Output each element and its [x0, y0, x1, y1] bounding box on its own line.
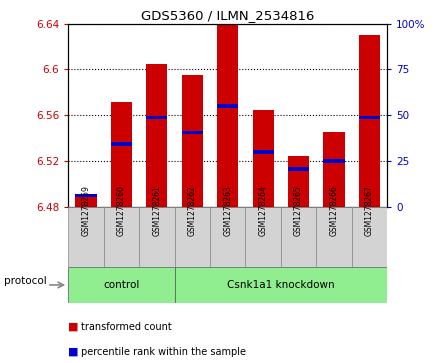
Bar	[75, 194, 96, 197]
Bar	[246, 207, 281, 267]
Bar	[111, 142, 132, 146]
Bar	[68, 207, 104, 267]
Text: GSM1278264: GSM1278264	[259, 185, 268, 236]
Text: GSM1278260: GSM1278260	[117, 185, 126, 236]
Title: GDS5360 / ILMN_2534816: GDS5360 / ILMN_2534816	[141, 9, 315, 23]
Bar	[253, 150, 274, 154]
Bar	[210, 207, 246, 267]
Text: percentile rank within the sample: percentile rank within the sample	[81, 347, 246, 357]
Bar	[253, 110, 274, 207]
Text: ■: ■	[68, 347, 82, 357]
Bar	[111, 102, 132, 207]
Bar	[323, 132, 345, 207]
Bar	[359, 35, 380, 207]
Text: transformed count: transformed count	[81, 322, 172, 332]
Bar	[281, 207, 316, 267]
Bar	[146, 116, 168, 119]
Text: GSM1278267: GSM1278267	[365, 185, 374, 236]
Text: GSM1278261: GSM1278261	[152, 185, 161, 236]
Bar	[217, 24, 238, 207]
Text: Csnk1a1 knockdown: Csnk1a1 knockdown	[227, 280, 335, 290]
Bar	[75, 195, 96, 207]
Text: control: control	[103, 280, 139, 290]
Bar	[146, 64, 168, 207]
Bar	[316, 207, 352, 267]
Bar	[182, 75, 203, 207]
Text: protocol: protocol	[4, 276, 47, 286]
Bar	[288, 167, 309, 171]
Text: GSM1278259: GSM1278259	[81, 185, 91, 236]
Text: GSM1278265: GSM1278265	[294, 185, 303, 236]
Bar	[359, 116, 380, 119]
Text: GSM1278266: GSM1278266	[330, 185, 338, 236]
Text: GSM1278263: GSM1278263	[223, 185, 232, 236]
Bar	[68, 267, 175, 303]
Bar	[182, 131, 203, 134]
Bar	[217, 105, 238, 108]
Bar	[104, 207, 139, 267]
Bar	[352, 207, 387, 267]
Bar	[175, 207, 210, 267]
Text: GSM1278262: GSM1278262	[188, 185, 197, 236]
Bar	[139, 207, 175, 267]
Bar	[288, 156, 309, 207]
Bar	[323, 159, 345, 163]
Bar	[175, 267, 387, 303]
Text: ■: ■	[68, 322, 82, 332]
